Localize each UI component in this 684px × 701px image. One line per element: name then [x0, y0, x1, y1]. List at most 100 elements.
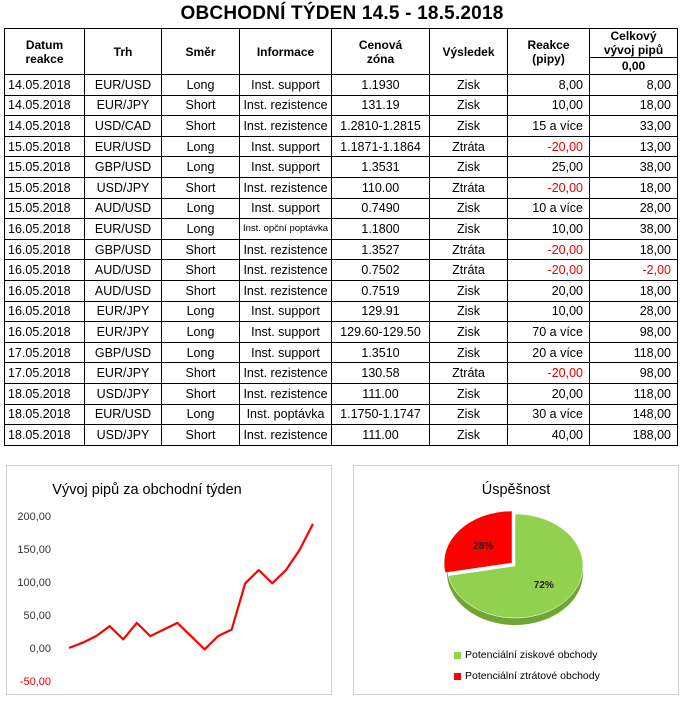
- cell-reaction: 10 a více: [507, 197, 590, 220]
- cell-zone: 129.60-129.50: [331, 321, 430, 343]
- header-zone: Cenová zóna: [331, 28, 430, 75]
- cell-market: EUR/JPY: [84, 94, 162, 117]
- cell-reaction: 40,00: [507, 424, 590, 446]
- y-tick-label: 100,00: [17, 577, 51, 589]
- table-row: 14.05.2018 EUR/USD Long Inst. support 1.1930…: [4, 74, 678, 96]
- start-total: 0,00: [589, 57, 678, 75]
- cell-direction: Short: [161, 424, 240, 446]
- header-reaction: Reakce (pipy): [507, 28, 590, 75]
- cell-reaction: -20,00: [507, 259, 590, 281]
- cell-zone: 0.7519: [331, 279, 430, 302]
- table-row: 17.05.2018 EUR/JPY Short Inst. rezistence 13…: [4, 362, 678, 384]
- table-row: 16.05.2018 EUR/USD Long Inst. opční poptávk…: [4, 218, 678, 240]
- line-chart-panel: Vývoj pipů za obchodní týden 200,00 150,0…: [6, 465, 332, 695]
- cell-date: 18.05.2018: [4, 403, 85, 426]
- cell-result: Ztráta: [429, 238, 508, 261]
- cell-zone: 129.91: [331, 300, 430, 323]
- cell-market: USD/JPY: [84, 424, 162, 446]
- cell-total: 18,00: [589, 94, 678, 117]
- cell-direction: Long: [161, 156, 240, 178]
- y-tick-label: 150,00: [17, 544, 51, 556]
- cell-direction: Long: [161, 197, 240, 220]
- y-tick-label: -50,00: [20, 676, 51, 688]
- cell-total: 13,00: [589, 135, 678, 158]
- cell-info: Inst. rezistence: [239, 279, 332, 302]
- cell-zone: 1.2810-1.2815: [331, 115, 430, 137]
- table-row: 16.05.2018 GBP/USD Short Inst. rezistence 1.…: [4, 238, 678, 261]
- pie-slice-loss: [443, 510, 513, 574]
- cell-zone: 1.1871-1.1864: [331, 135, 430, 158]
- cell-date: 15.05.2018: [4, 135, 85, 158]
- cell-zone: 1.1750-1.1747: [331, 403, 430, 426]
- cell-direction: Short: [161, 279, 240, 302]
- cell-result: Zisk: [429, 341, 508, 364]
- cell-info: Inst. rezistence: [239, 94, 332, 117]
- cell-date: 15.05.2018: [4, 176, 85, 199]
- y-tick-label: 50,00: [23, 610, 51, 622]
- line-chart: 200,00 150,00 100,00 50,00 0,00 -50,00: [17, 511, 314, 688]
- cell-reaction: -20,00: [507, 176, 590, 199]
- cell-zone: 1.3510: [331, 341, 430, 364]
- cell-total: -2,00: [589, 259, 678, 281]
- cell-result: Zisk: [429, 279, 508, 302]
- cell-date: 16.05.2018: [4, 321, 85, 343]
- header-total: Celkový vývoj pipů: [589, 28, 678, 58]
- cell-result: Zisk: [429, 382, 508, 405]
- cell-zone: 1.3527: [331, 238, 430, 261]
- table-row: 14.05.2018 EUR/JPY Short Inst. rezistence 13…: [4, 94, 678, 117]
- table-row: 18.05.2018 USD/JPY Short Inst. rezistence 11…: [4, 382, 678, 405]
- cell-info: Inst. rezistence: [239, 259, 332, 281]
- header-result: Výsledek: [429, 28, 508, 75]
- cell-date: 16.05.2018: [4, 218, 85, 240]
- cell-market: EUR/USD: [84, 135, 162, 158]
- cell-date: 16.05.2018: [4, 238, 85, 261]
- cell-direction: Short: [161, 238, 240, 261]
- cell-zone: 1.1800: [331, 218, 430, 240]
- trades-table: Datum reakce Trh Směr Informace Cenová zón…: [4, 28, 678, 446]
- y-tick-label: 0,00: [30, 643, 51, 655]
- cell-info: Inst. rezistence: [239, 238, 332, 261]
- cell-market: EUR/JPY: [84, 300, 162, 323]
- cell-date: 14.05.2018: [4, 115, 85, 137]
- cell-info: Inst. opční poptávka: [239, 218, 332, 240]
- cell-zone: 1.1930: [331, 74, 430, 96]
- cell-info: Inst. rezistence: [239, 176, 332, 199]
- cell-zone: 0.7490: [331, 197, 430, 220]
- cell-info: Inst. support: [239, 135, 332, 158]
- cell-info: Inst. support: [239, 197, 332, 220]
- cell-reaction: 10,00: [507, 94, 590, 117]
- pie-label-loss: 28%: [473, 541, 493, 552]
- cell-total: 118,00: [589, 382, 678, 405]
- cell-direction: Short: [161, 94, 240, 117]
- cell-total: 98,00: [589, 362, 678, 384]
- cell-reaction: -20,00: [507, 135, 590, 158]
- cell-direction: Long: [161, 321, 240, 343]
- cell-market: GBP/USD: [84, 238, 162, 261]
- cell-date: 18.05.2018: [4, 382, 85, 405]
- table-row: 16.05.2018 EUR/JPY Long Inst. support 129.91…: [4, 300, 678, 323]
- cell-market: EUR/JPY: [84, 321, 162, 343]
- cell-result: Zisk: [429, 424, 508, 446]
- cell-result: Ztráta: [429, 362, 508, 384]
- cell-info: Inst. support: [239, 300, 332, 323]
- cell-market: GBP/USD: [84, 341, 162, 364]
- cell-total: 148,00: [589, 403, 678, 426]
- cell-reaction: 20,00: [507, 279, 590, 302]
- cell-zone: 111.00: [331, 382, 430, 405]
- table-header-row: Datum reakce Trh Směr Informace Cenová zón…: [4, 28, 678, 75]
- cell-date: 17.05.2018: [4, 341, 85, 364]
- cell-market: EUR/USD: [84, 74, 162, 96]
- cell-zone: 0.7502: [331, 259, 430, 281]
- cell-date: 15.05.2018: [4, 156, 85, 178]
- cell-reaction: 70 a více: [507, 321, 590, 343]
- cell-result: Ztráta: [429, 259, 508, 281]
- legend-swatch-loss: [454, 672, 461, 680]
- table-row: 15.05.2018 EUR/USD Long Inst. support 1.1871…: [4, 135, 678, 158]
- cell-market: AUD/USD: [84, 279, 162, 302]
- cell-result: Zisk: [429, 74, 508, 96]
- cell-date: 16.05.2018: [4, 279, 85, 302]
- cell-zone: 130.58: [331, 362, 430, 384]
- cell-market: GBP/USD: [84, 156, 162, 178]
- cell-info: Inst. rezistence: [239, 424, 332, 446]
- table-row: 14.05.2018 USD/CAD Short Inst. rezistence 1.…: [4, 115, 678, 137]
